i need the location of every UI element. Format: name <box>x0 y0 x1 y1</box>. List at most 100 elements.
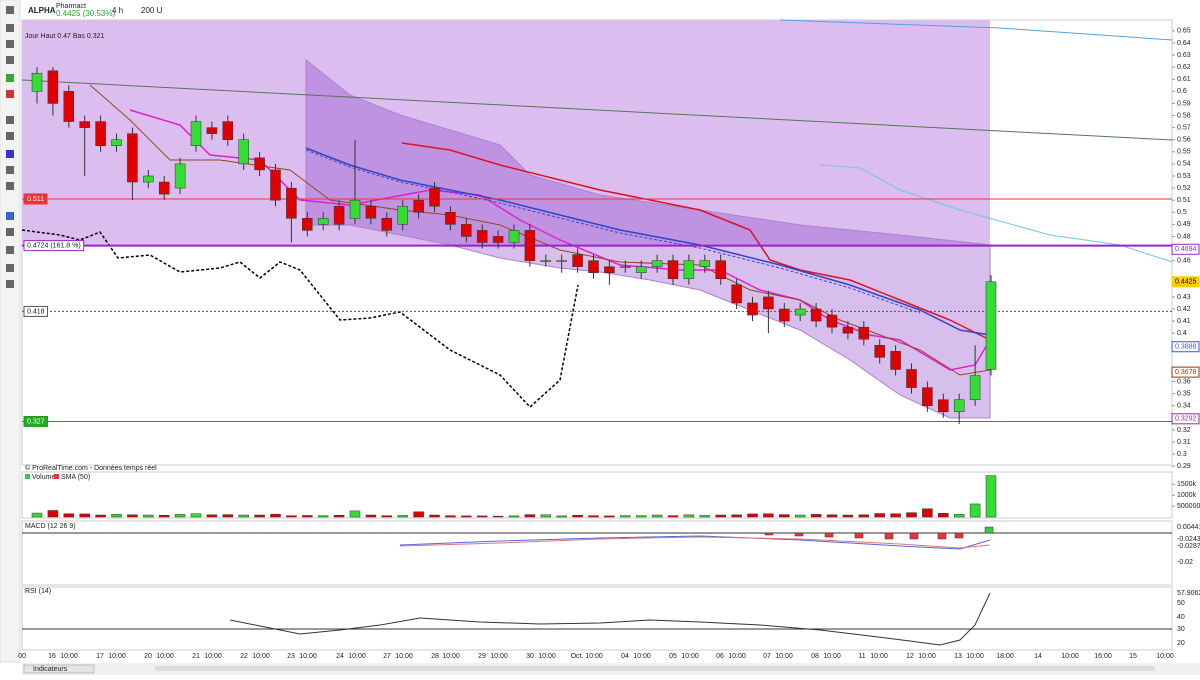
candle-body <box>620 266 631 268</box>
shaded-zone <box>22 20 990 246</box>
volume-bar <box>317 515 329 518</box>
toolbar[interactable] <box>0 0 21 663</box>
level-label: 0.4724 (161.8 %) <box>27 242 81 249</box>
candle-body <box>826 314 838 328</box>
x-tick-label: 05 <box>669 653 677 660</box>
scrollbar[interactable] <box>155 666 1155 671</box>
y-tick-label: 0.31 <box>1177 439 1191 446</box>
y-tick-label: 0.6 <box>1177 88 1187 95</box>
rsi-pane <box>21 586 1173 651</box>
volume-bar <box>985 475 997 518</box>
volume-pane <box>21 471 1173 519</box>
symbol[interactable]: ALPHA <box>28 6 56 15</box>
candle-body <box>874 345 885 358</box>
trendline <box>21 79 1173 141</box>
candle-body <box>938 399 949 413</box>
candle-body <box>445 212 456 225</box>
candle-body <box>127 133 138 183</box>
volume-bar <box>556 515 567 518</box>
candle-body <box>985 281 997 370</box>
macd-tick-label: 0.00441 <box>1177 524 1200 531</box>
price-tag <box>1171 413 1200 425</box>
x-tick-label: 10:00 <box>1156 653 1174 660</box>
rsi-title: RSI (14) <box>25 588 51 595</box>
volume-bar <box>779 514 790 518</box>
y-tick-label: 0.48 <box>1177 233 1191 240</box>
y-tick-label: 0.61 <box>1177 76 1191 83</box>
volume-bar <box>190 513 202 518</box>
volume-bar <box>158 515 170 518</box>
candle-body <box>588 260 599 273</box>
indicators-label[interactable]: Indicateurs <box>33 666 68 673</box>
level-tag <box>23 305 49 317</box>
volume-bar <box>254 514 265 518</box>
macd-axis: 0.00441 -0.02 -0.02435-0.02875 <box>1177 524 1200 566</box>
volume-bar <box>381 515 393 518</box>
candle-body <box>222 121 234 140</box>
ema-line <box>305 147 991 336</box>
x-tick-label: 10:00 <box>918 653 936 660</box>
candle-body <box>461 224 472 237</box>
candle-body <box>349 199 361 219</box>
ichimoku-lagging <box>21 229 579 409</box>
candle-body <box>604 266 615 273</box>
candle-body <box>270 169 281 201</box>
volume-bar <box>143 514 154 518</box>
x-tick-label: 16:00 <box>1094 653 1112 660</box>
price-tag-label: 0.4694 <box>1175 246 1197 253</box>
levels: 0.511 0.4724 (161.8 %) 0.418 0.327 <box>22 193 1172 427</box>
day-range: Jour Haut 0.47 Bas 0.321 <box>25 33 104 40</box>
price-tag <box>1171 276 1200 288</box>
x-tick-label: 07 <box>763 653 771 660</box>
x-tick-label: 10:00 <box>442 653 460 660</box>
candle-body <box>508 230 520 243</box>
volume-bar <box>540 514 552 518</box>
indicators-button[interactable] <box>23 664 95 674</box>
x-tick-label: 29 <box>478 653 486 660</box>
y-tick-label: 0.59 <box>1177 100 1191 107</box>
x-tick-label: 10:00 <box>1061 653 1079 660</box>
y-tick-label: 0.32 <box>1177 427 1191 434</box>
volume-sma: SMA (50) <box>61 474 90 481</box>
candle-body <box>31 72 43 92</box>
volume-bar <box>874 513 885 518</box>
interval[interactable]: 4 h <box>112 6 123 15</box>
copyright: © ProRealTime.com - Données temps réel <box>25 464 157 472</box>
volume-bar <box>222 514 234 518</box>
volume-bar <box>349 510 361 518</box>
rsi-tick-label: 50 <box>1177 600 1185 607</box>
candle-body <box>540 260 552 262</box>
volume-bar <box>938 513 949 518</box>
macd-tick-label: -0.02435 <box>1177 536 1200 543</box>
volume-bar <box>524 514 536 518</box>
y-tick-label: 0.63 <box>1177 52 1191 59</box>
volume-bar <box>572 515 583 518</box>
tool-icons[interactable] <box>6 6 14 288</box>
x-tick-label: 30 <box>526 653 534 660</box>
macd-pane <box>21 520 1173 586</box>
candle-body <box>763 296 774 310</box>
x-tick-label: 08 <box>811 653 819 660</box>
sma-line <box>89 84 991 376</box>
volume-bar <box>794 514 806 518</box>
x-tick-label: 04 <box>621 653 629 660</box>
y-tick-label: 0.42 <box>1177 306 1191 313</box>
candle-body <box>572 254 583 267</box>
candle-body <box>47 70 59 104</box>
x-tick-label: 24 <box>336 653 344 660</box>
candle-body <box>174 163 186 189</box>
x-tick-label: 27 <box>383 653 391 660</box>
macd-histogram <box>764 526 994 540</box>
units[interactable]: 200 U <box>141 6 163 15</box>
price-tag <box>1171 243 1200 255</box>
x-tick-label: 10:00 <box>490 653 508 660</box>
candle-body <box>143 175 154 183</box>
x-tick-label: 10:00 <box>966 653 984 660</box>
level-tag <box>23 415 49 427</box>
volume-bar <box>413 511 424 518</box>
rsi-tick-label: 30 <box>1177 626 1185 633</box>
level-tag <box>23 193 48 205</box>
x-tick-label: 20 <box>144 653 152 660</box>
candles <box>31 67 997 424</box>
